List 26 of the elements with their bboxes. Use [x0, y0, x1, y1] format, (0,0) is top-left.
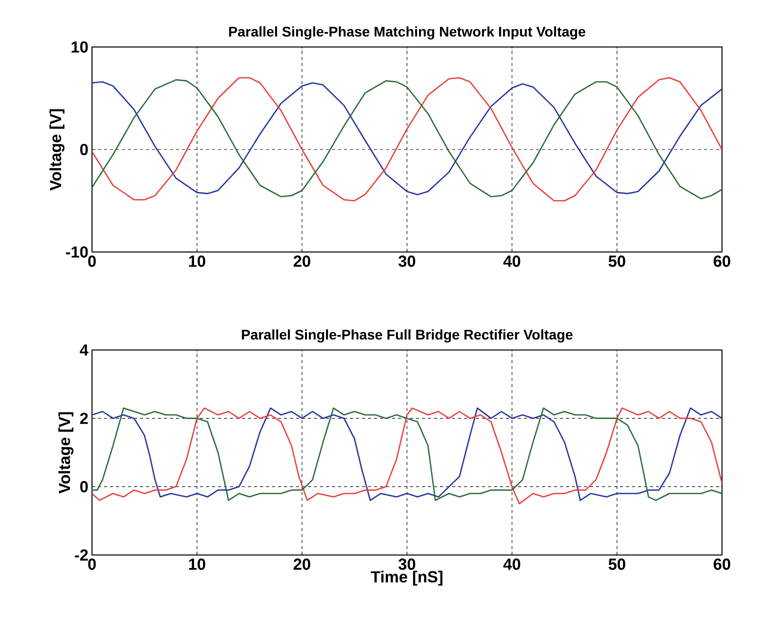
y-tick-label: 10: [72, 41, 88, 53]
y-axis-title: Voltage [V]: [58, 412, 74, 494]
x-tick-label: 30: [398, 558, 416, 570]
x-tick-label: 0: [88, 558, 96, 570]
x-tick-label: 20: [294, 558, 310, 570]
x-tick-label: 60: [714, 256, 730, 267]
x-tick-label: 0: [88, 256, 96, 267]
x-tick-label: 40: [503, 256, 520, 267]
x-tick-label: 30: [398, 256, 416, 267]
y-tick-label: 0: [80, 481, 88, 492]
y-tick-label: 0: [80, 144, 88, 156]
chart-title: Parallel Single-Phase Matching Network Input Voltage: [229, 26, 586, 40]
y-tick-label: -2: [74, 549, 88, 561]
x-tick-label: 50: [608, 256, 626, 267]
y-tick-label: -10: [66, 246, 88, 258]
y-tick-label: 2: [80, 412, 88, 424]
x-tick-label: 60: [714, 558, 730, 570]
x-tick-label: 40: [503, 558, 520, 570]
x-tick-label: 50: [608, 558, 626, 570]
x-tick-label: 10: [189, 558, 206, 570]
x-tick-label: 10: [189, 256, 206, 267]
y-tick-label: 4: [80, 344, 88, 356]
chart-title: Parallel Single-Phase Full Bridge Rectifier Voltage: [242, 329, 572, 342]
x-axis-title: Time [nS]: [370, 570, 442, 586]
y-axis-title: Voltage [V]: [50, 109, 64, 191]
x-tick-label: 20: [294, 256, 310, 267]
